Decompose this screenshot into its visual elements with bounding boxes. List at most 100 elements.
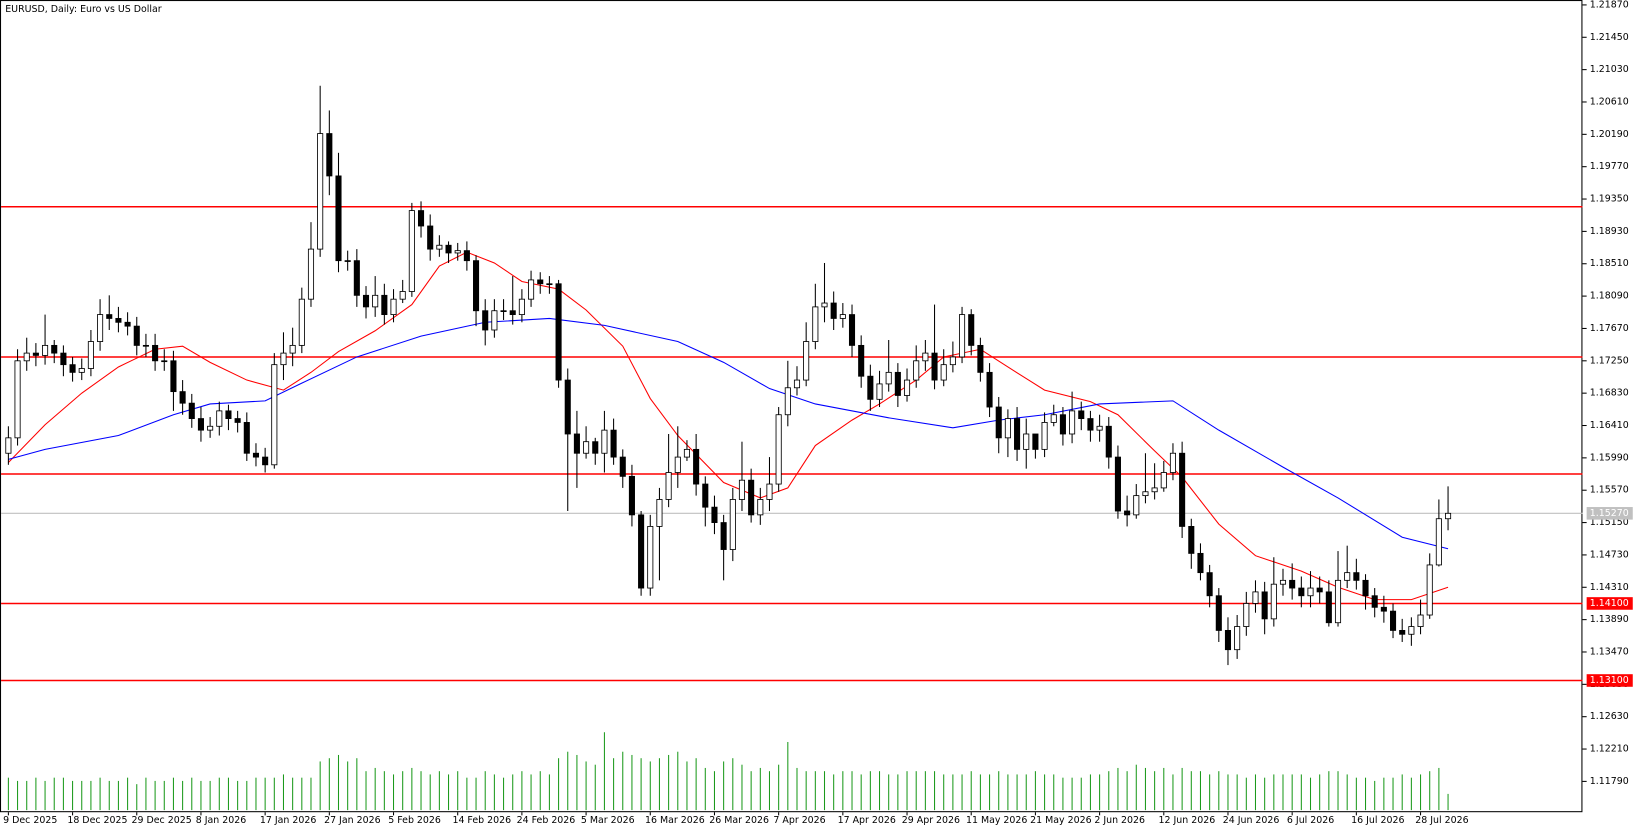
- candle-body: [885, 371, 892, 385]
- candle-body: [1362, 579, 1369, 597]
- candle-body: [289, 344, 296, 354]
- candle-body: [500, 310, 507, 312]
- candle-body: [1371, 595, 1378, 608]
- candle-body: [152, 344, 159, 362]
- candle-body: [775, 414, 782, 485]
- candle-body: [1234, 626, 1241, 651]
- candle-body: [720, 522, 727, 550]
- x-tick-label: 29 Apr 2026: [902, 815, 960, 826]
- candle-body: [968, 314, 975, 346]
- candle-body: [876, 383, 883, 400]
- candle-body: [298, 298, 305, 346]
- candle-body: [1078, 410, 1085, 419]
- candle-body: [1334, 579, 1342, 624]
- moving-average: [8, 251, 1449, 601]
- candle-body: [793, 379, 801, 389]
- candle-body: [1206, 572, 1213, 597]
- candle-body: [959, 314, 966, 358]
- candle-body: [1179, 452, 1186, 527]
- x-tick-label: 6 Jul 2026: [1287, 815, 1334, 826]
- last-price-box: [1586, 507, 1633, 520]
- candle-body: [243, 422, 250, 454]
- y-tick-label: 1.13890: [1590, 614, 1629, 625]
- candle-body: [803, 341, 810, 381]
- candle-body: [1041, 422, 1048, 450]
- candle-body: [1004, 418, 1011, 439]
- y-tick-label: 1.15570: [1590, 485, 1629, 496]
- candle-body: [234, 418, 241, 423]
- candle-body: [1270, 583, 1277, 620]
- y-tick-label: 1.12210: [1590, 744, 1629, 755]
- candle-body: [482, 310, 489, 331]
- candle-body: [1435, 518, 1442, 566]
- candle-body: [647, 526, 654, 589]
- candle-body: [436, 244, 443, 250]
- x-tick-label: 2 Jun 2026: [1094, 815, 1145, 826]
- candle-body: [1160, 472, 1167, 489]
- candle-body: [97, 314, 104, 342]
- x-tick-label: 5 Feb 2026: [388, 815, 441, 826]
- y-tick-label: 1.15990: [1590, 452, 1629, 463]
- candle-body: [1032, 433, 1039, 450]
- candle-body: [564, 379, 571, 435]
- candle-body: [216, 410, 223, 427]
- candle-body: [5, 437, 12, 454]
- candle-body: [262, 456, 269, 466]
- candle-body: [702, 483, 709, 508]
- candle-body: [986, 371, 993, 408]
- candle-body: [830, 302, 837, 319]
- candle-body: [674, 456, 681, 473]
- x-tick-label: 11 May 2026: [966, 815, 1027, 826]
- y-tick-label: 1.19350: [1590, 194, 1629, 205]
- candle-body: [738, 479, 746, 500]
- x-tick-label: 12 Jun 2026: [1159, 815, 1216, 826]
- plot-frame: [0, 0, 1583, 813]
- candle-body: [729, 499, 736, 550]
- candle-body: [665, 472, 672, 500]
- candle-body: [1307, 587, 1314, 597]
- candle-body: [1188, 526, 1195, 554]
- candle-body: [1389, 610, 1397, 631]
- candle-body: [1279, 579, 1287, 585]
- candle-body: [14, 360, 21, 439]
- candle-body: [491, 310, 498, 331]
- candle-body: [949, 356, 956, 366]
- candle-body: [931, 352, 938, 381]
- candle-body: [399, 291, 406, 300]
- candle-body: [335, 175, 342, 262]
- x-tick-label: 18 Dec 2025: [67, 815, 127, 826]
- candle-body: [922, 352, 929, 362]
- level-label-box: [1586, 674, 1633, 687]
- candle-body: [867, 375, 874, 400]
- candle-body: [280, 352, 287, 366]
- candle-body: [528, 279, 535, 300]
- candle-body: [592, 441, 599, 454]
- candle-body: [1445, 512, 1452, 520]
- x-tick-label: 21 May 2026: [1030, 815, 1091, 826]
- x-tick-label: 26 Mar 2026: [709, 815, 769, 826]
- x-tick-label: 27 Jan 2026: [324, 815, 380, 826]
- candle-body: [995, 406, 1002, 439]
- candle-body: [903, 379, 911, 396]
- candle-body: [124, 321, 131, 327]
- candle-body: [1014, 418, 1021, 450]
- candle-body: [390, 298, 397, 316]
- y-tick-label: 1.13470: [1590, 646, 1629, 657]
- candle-body: [1417, 614, 1424, 627]
- candle-body: [1142, 491, 1149, 497]
- candle-body: [1215, 595, 1222, 631]
- candle-body: [427, 225, 434, 250]
- y-tick-label: 1.11790: [1590, 776, 1629, 787]
- candle-body: [757, 499, 764, 516]
- candle-body: [115, 318, 122, 323]
- candle-body: [711, 506, 718, 523]
- y-tick-label: 1.21870: [1590, 0, 1629, 10]
- y-tick-label: 1.21450: [1590, 32, 1629, 43]
- candle-body: [1059, 414, 1066, 435]
- y-tick-label: 1.14310: [1590, 582, 1629, 593]
- candle-body: [518, 298, 525, 316]
- candle-body: [326, 133, 333, 177]
- last-price-label: 1.15270: [1590, 508, 1629, 519]
- x-tick-label: 17 Apr 2026: [838, 815, 896, 826]
